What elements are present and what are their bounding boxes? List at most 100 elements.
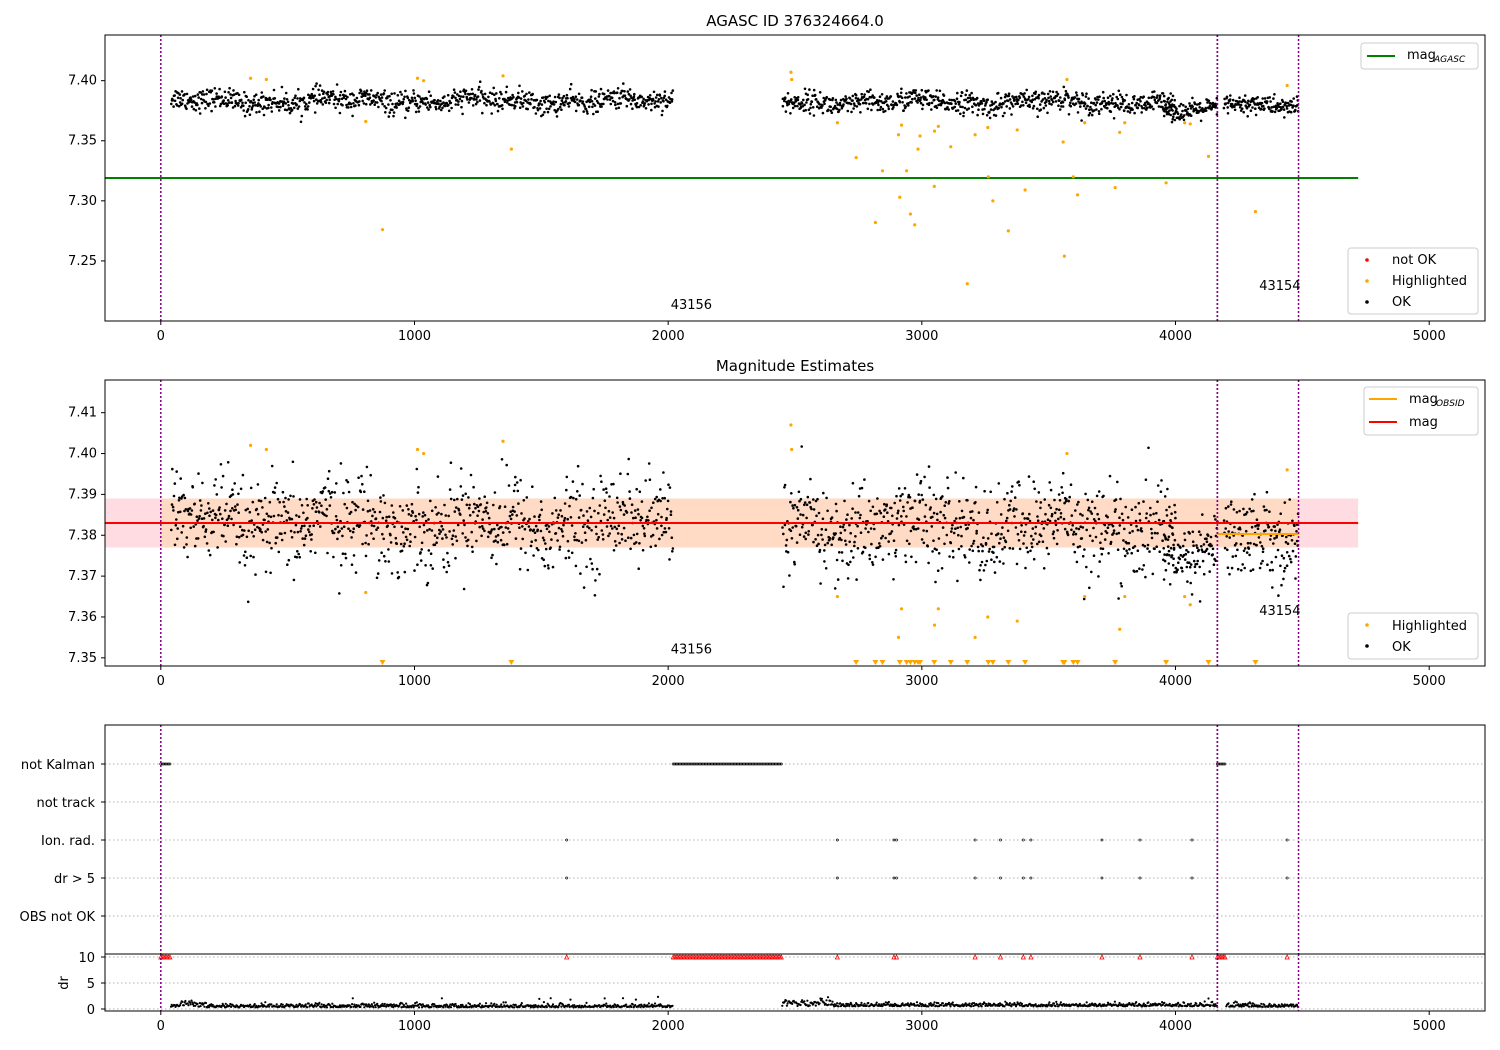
ok-point bbox=[1278, 530, 1281, 533]
ok-point bbox=[594, 525, 598, 529]
ok-point bbox=[935, 512, 939, 516]
ok-point bbox=[1081, 554, 1085, 558]
ok-point bbox=[283, 505, 286, 508]
highlighted-point bbox=[364, 119, 368, 124]
ok-point bbox=[199, 509, 203, 512]
highlighted-point bbox=[501, 74, 505, 78]
ok-point bbox=[1087, 97, 1090, 100]
ok-point bbox=[1145, 512, 1148, 515]
ok-point bbox=[971, 105, 974, 108]
flag-marker bbox=[747, 762, 751, 766]
ok-point bbox=[332, 555, 335, 559]
ok-point bbox=[631, 99, 634, 102]
ok-point bbox=[592, 487, 595, 491]
ok-point bbox=[809, 477, 812, 481]
ok-point bbox=[590, 529, 593, 532]
ok-point bbox=[1122, 539, 1125, 542]
ok-point bbox=[574, 532, 577, 535]
ok-point bbox=[606, 98, 609, 101]
ok-point bbox=[1158, 94, 1162, 97]
flag-marker bbox=[732, 762, 736, 766]
ok-point bbox=[801, 513, 805, 517]
ok-point bbox=[1048, 102, 1051, 105]
ok-point bbox=[477, 85, 481, 89]
ok-point bbox=[604, 506, 607, 510]
ok-point bbox=[1051, 100, 1055, 104]
ok-point bbox=[574, 109, 578, 113]
ok-point bbox=[1130, 551, 1133, 555]
ok-point bbox=[1295, 530, 1298, 533]
ok-point bbox=[966, 499, 969, 502]
ok-point bbox=[1207, 99, 1211, 103]
ok-point bbox=[594, 579, 597, 582]
ok-point bbox=[180, 90, 184, 93]
ok-point bbox=[1160, 479, 1163, 482]
dr-point bbox=[454, 1002, 457, 1006]
ok-point bbox=[575, 98, 579, 101]
ok-point bbox=[1032, 480, 1035, 484]
ok-point bbox=[612, 516, 616, 520]
ok-point bbox=[884, 100, 888, 103]
ok-point bbox=[956, 526, 960, 530]
ok-point bbox=[821, 538, 824, 541]
ok-point bbox=[172, 105, 175, 108]
ok-point bbox=[811, 523, 814, 527]
ok-point bbox=[597, 511, 600, 515]
ok-point bbox=[814, 538, 817, 541]
ok-point bbox=[950, 98, 954, 102]
dr-point bbox=[189, 1003, 192, 1006]
dr-point bbox=[823, 1001, 826, 1004]
ok-point bbox=[208, 514, 211, 518]
ok-point bbox=[805, 101, 808, 104]
ok-point bbox=[574, 564, 578, 568]
ok-point bbox=[363, 490, 366, 494]
flag-marker bbox=[1217, 762, 1221, 766]
ok-point bbox=[214, 516, 217, 520]
ok-point bbox=[241, 533, 245, 537]
ok-point bbox=[1171, 117, 1175, 121]
ok-point bbox=[533, 105, 536, 109]
ok-point bbox=[786, 550, 790, 554]
ok-point bbox=[1249, 109, 1253, 112]
ok-point bbox=[1188, 532, 1191, 535]
ok-point bbox=[1286, 101, 1290, 105]
ok-point bbox=[1178, 104, 1181, 108]
ok-point bbox=[912, 527, 916, 531]
ok-point bbox=[626, 90, 630, 93]
ok-point bbox=[994, 114, 998, 117]
ok-point bbox=[670, 100, 674, 103]
ok-point bbox=[1192, 544, 1195, 547]
ok-point bbox=[1161, 92, 1165, 95]
ok-point bbox=[332, 102, 336, 106]
ok-point bbox=[548, 94, 551, 98]
ok-point bbox=[226, 461, 230, 464]
ok-point bbox=[916, 527, 920, 530]
obsid-label: 43156 bbox=[671, 298, 712, 313]
clipped-low-marker bbox=[379, 660, 386, 665]
dr-point bbox=[818, 1002, 821, 1005]
ok-point bbox=[183, 93, 186, 96]
ok-point bbox=[561, 534, 565, 538]
ok-point bbox=[1261, 97, 1264, 100]
ok-point bbox=[531, 485, 534, 489]
dr-point bbox=[182, 1004, 185, 1007]
ok-point bbox=[308, 524, 312, 528]
ok-point bbox=[425, 97, 429, 101]
ok-point bbox=[1226, 548, 1229, 552]
ok-point bbox=[411, 511, 415, 514]
ok-point bbox=[1166, 100, 1169, 104]
dr-point bbox=[351, 1003, 354, 1006]
highlighted-point bbox=[1083, 594, 1087, 599]
ok-point bbox=[1094, 98, 1098, 101]
highlighted-point bbox=[1164, 181, 1168, 185]
ok-point bbox=[557, 107, 560, 111]
ok-point bbox=[472, 485, 475, 489]
ok-point bbox=[243, 114, 247, 118]
ok-point bbox=[311, 507, 314, 510]
ok-point bbox=[436, 536, 439, 540]
ok-point bbox=[280, 538, 284, 542]
dr-point bbox=[500, 1003, 503, 1006]
ok-point bbox=[1229, 503, 1233, 506]
ok-point bbox=[328, 492, 332, 495]
ok-point bbox=[563, 103, 566, 107]
